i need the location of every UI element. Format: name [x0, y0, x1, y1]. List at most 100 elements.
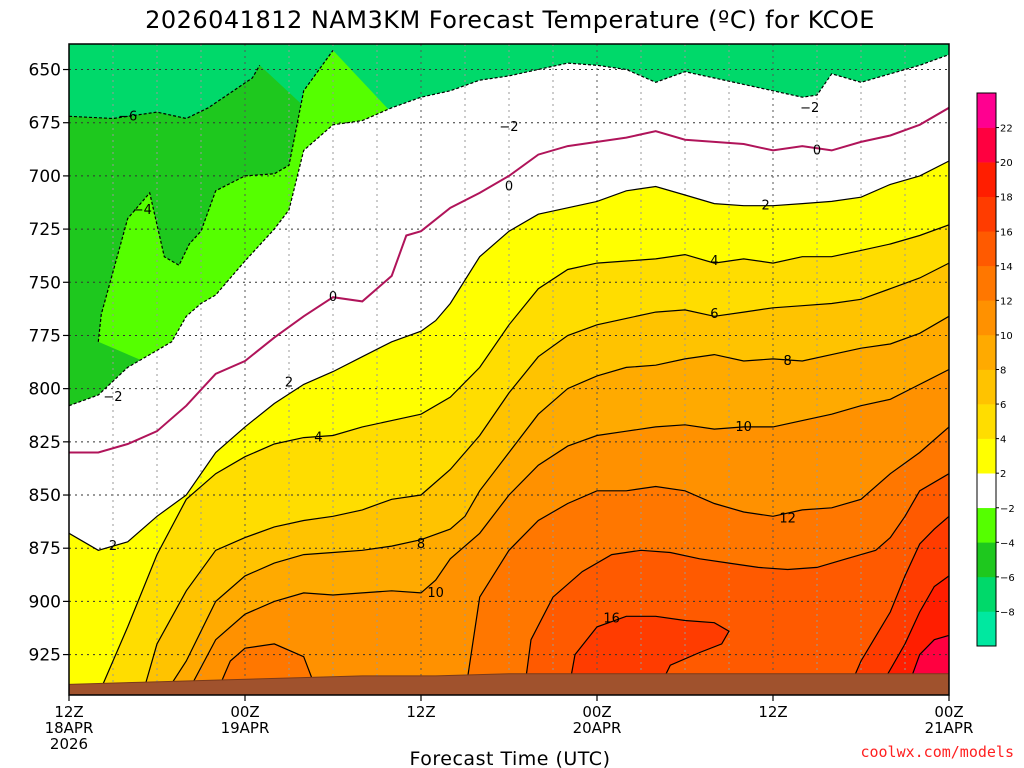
contour-label-text: 0 [329, 290, 337, 305]
contour-line [97, 50, 334, 342]
contour-line [141, 262, 949, 695]
colorbar-swatch [977, 404, 996, 439]
contour-labels: −6 −4 −2 −2 −2 0 0 0 2 2 2 4 4 6 8 8 10 10 12 16 [103, 101, 821, 627]
contour-label: 4 [710, 254, 718, 269]
contour-line [845, 515, 949, 695]
contour-label: 10 [427, 586, 444, 601]
contour-line [163, 315, 949, 695]
colorbar-swatch [977, 611, 996, 647]
contour-label: 0 [505, 180, 513, 195]
contour-label-text: 16 [603, 611, 620, 626]
colorbar-swatch [977, 507, 996, 543]
contour-label: −2 [499, 120, 518, 135]
contour-label-text: 4 [710, 254, 718, 269]
y-tick-label: 900 [29, 592, 61, 612]
contour-label: 4 [314, 431, 322, 446]
contour-label-text: 2 [762, 199, 770, 214]
contour-lines [69, 50, 949, 695]
colorbar-swatch [977, 334, 996, 370]
contour-label-text: −6 [118, 109, 137, 124]
colorbar-label: −6 [1000, 573, 1015, 584]
y-tick-label: 775 [29, 326, 61, 346]
x-tick-label: 00Z [582, 703, 611, 721]
colorbar-swatch [977, 93, 996, 128]
contour-label: 16 [603, 611, 620, 626]
x-tick-label: 00Z [230, 703, 259, 721]
contour-label: 2 [285, 375, 293, 390]
colorbar-label: −8 [1000, 607, 1015, 618]
colorbar-label: 22 [1000, 124, 1013, 135]
contour-label: 8 [417, 537, 425, 552]
contour-label-text: 2 [285, 375, 293, 390]
contour-label-text: −4 [133, 203, 152, 218]
x-tick-label: 20APR [573, 719, 622, 737]
colorbar-label: 18 [1000, 193, 1013, 204]
contour-label-text: 8 [784, 354, 792, 369]
contour-label-text: 2 [109, 539, 117, 554]
contour-label: 0 [813, 143, 821, 158]
x-tick-label: 12Z [758, 703, 787, 721]
contour-label: 0 [329, 290, 337, 305]
colorbar: −8 −6 −4 −2 2 4 6 8 10 12 14 16 18 20 22 [976, 92, 1015, 647]
y-tick-label: 925 [29, 646, 61, 666]
contour-label: −2 [800, 101, 819, 116]
colorbar-label: 8 [1000, 366, 1006, 377]
colorbar-swatch [977, 127, 996, 163]
chart-title: 2026041812 NAM3KM Forecast Temperature (… [145, 6, 875, 34]
colorbar-swatch [977, 231, 996, 267]
contour-label-text: 0 [813, 143, 821, 158]
x-tick-label: 12Z [54, 703, 83, 721]
contour-label: −4 [133, 203, 152, 218]
y-tick-label: 675 [29, 114, 61, 134]
grid-lines [69, 44, 949, 695]
contour-label-text: 8 [417, 537, 425, 552]
colorbar-swatch [977, 369, 996, 405]
y-tick-label: 875 [29, 539, 61, 559]
y-tick-label: 850 [29, 486, 61, 506]
colorbar-swatch [977, 438, 996, 474]
x-tick-label: 21APR [925, 719, 974, 737]
contour-label: −6 [118, 109, 137, 124]
colorbar-label: 2 [1000, 469, 1006, 480]
colorbar-label: 12 [1000, 296, 1013, 307]
contour-line [215, 643, 319, 695]
colorbar-label: −2 [1000, 504, 1015, 515]
contour-line [523, 473, 949, 695]
contour-label-text: 12 [779, 511, 796, 526]
credit-text: coolwx.com/models [860, 743, 1014, 761]
contour-label-text: 10 [427, 586, 444, 601]
contour-label-text: −2 [800, 101, 819, 116]
colorbar-swatch [977, 265, 996, 301]
contour-label: 10 [735, 420, 752, 435]
contour-line [97, 224, 949, 695]
colorbar-label: 14 [1000, 262, 1013, 273]
colorbar-label: 16 [1000, 227, 1013, 238]
colorbar-label: 20 [1000, 158, 1013, 169]
contour-label-text: 0 [505, 180, 513, 195]
contour-line [69, 106, 949, 454]
colorbar-swatch [977, 576, 996, 612]
colorbar-label: 6 [1000, 400, 1006, 411]
y-tick-label: 750 [29, 273, 61, 293]
contour-line [875, 575, 949, 695]
x-tick-label: 12Z [406, 703, 435, 721]
terrain-surface [69, 673, 949, 695]
y-tick-label: 725 [29, 220, 61, 240]
contour-label: 6 [710, 307, 718, 322]
contour-line [185, 368, 949, 695]
colorbar-label: 4 [1000, 435, 1006, 446]
x-tick-label: 19APR [221, 719, 270, 737]
x-tick-label: 18APR [45, 719, 94, 737]
contour-label-text: −2 [499, 120, 518, 135]
colorbar-swatch [977, 196, 996, 232]
contour-label: 2 [109, 539, 117, 554]
contour-label: −2 [103, 390, 122, 405]
contour-line [69, 160, 949, 551]
contour-label-text: −2 [103, 390, 122, 405]
colorbar-swatch [977, 542, 996, 578]
contour-label-text: 4 [314, 431, 322, 446]
contour-label: 12 [779, 511, 796, 526]
contour-line [69, 64, 261, 120]
